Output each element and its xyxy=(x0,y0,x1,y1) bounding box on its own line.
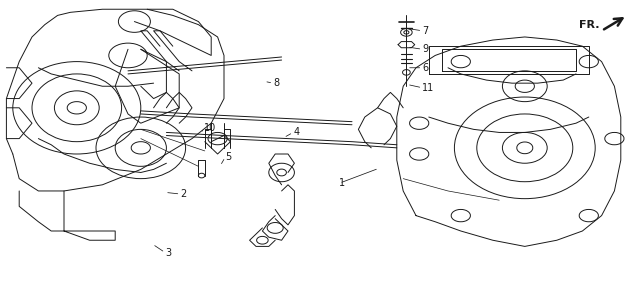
Text: 2: 2 xyxy=(180,189,187,199)
Text: 4: 4 xyxy=(293,128,300,137)
Text: 7: 7 xyxy=(422,26,429,36)
Text: 8: 8 xyxy=(273,78,280,88)
Text: 9: 9 xyxy=(422,44,429,54)
Text: FR.: FR. xyxy=(579,20,599,30)
Text: 3: 3 xyxy=(165,248,172,257)
Text: 6: 6 xyxy=(422,63,429,73)
Text: 10: 10 xyxy=(204,123,216,133)
Text: 1: 1 xyxy=(339,178,346,188)
Text: 5: 5 xyxy=(225,152,232,162)
Text: 11: 11 xyxy=(422,83,435,93)
